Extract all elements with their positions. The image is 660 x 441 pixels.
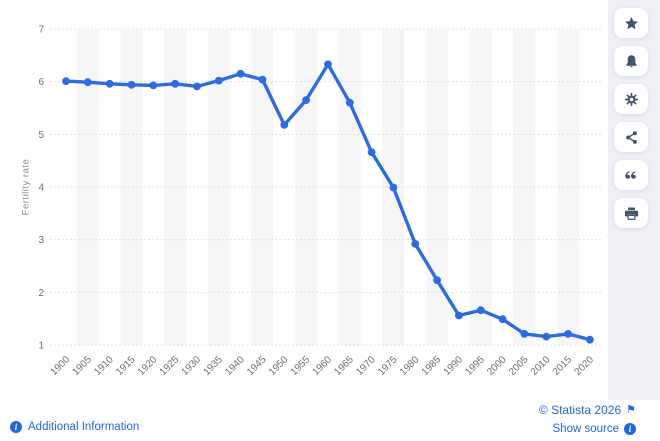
x-tick-label: 1945 <box>245 354 269 378</box>
y-tick-label: 1 <box>38 341 44 352</box>
statista-copyright-link[interactable]: © Statista 2026 ⚑ <box>539 402 636 418</box>
data-point <box>127 80 136 89</box>
x-tick-label: 1985 <box>420 354 444 378</box>
y-tick-label: 7 <box>38 25 44 36</box>
x-tick-label: 1930 <box>180 354 204 378</box>
data-point <box>389 183 398 192</box>
data-point <box>171 79 180 88</box>
y-tick-label: 6 <box>38 77 44 88</box>
cite-button[interactable] <box>614 160 648 190</box>
x-tick-label: 1925 <box>158 354 182 378</box>
data-point <box>411 240 420 248</box>
data-point <box>498 315 507 324</box>
data-point <box>149 81 158 90</box>
x-tick-label: 1900 <box>49 354 73 378</box>
y-tick-label: 3 <box>38 235 44 246</box>
data-point <box>280 121 289 129</box>
data-point <box>586 335 594 344</box>
x-tick-label: 2020 <box>573 354 597 378</box>
gear-icon <box>624 92 639 107</box>
data-point <box>564 330 572 338</box>
data-point <box>433 276 441 285</box>
x-tick-label: 1920 <box>136 354 160 378</box>
x-tick-label: 2005 <box>507 354 531 378</box>
data-point <box>455 311 463 320</box>
y-tick-label: 5 <box>38 130 44 141</box>
flag-icon: ⚑ <box>626 403 636 416</box>
additional-information-link[interactable]: i Additional Information <box>10 421 139 433</box>
y-tick-label: 4 <box>38 183 44 194</box>
x-tick-label: 1940 <box>223 354 247 378</box>
background-stripe <box>513 30 536 345</box>
data-point <box>83 78 92 87</box>
y-tick-label: 2 <box>38 288 44 299</box>
show-source-link[interactable]: Show source i <box>539 421 636 437</box>
settings-button[interactable] <box>614 84 648 114</box>
data-point <box>345 98 354 107</box>
info-icon: i <box>10 421 22 433</box>
x-tick-label: 1975 <box>376 354 400 378</box>
footer-right: © Statista 2026 ⚑ Show source i <box>539 402 636 440</box>
star-icon <box>624 16 639 31</box>
share-icon <box>624 130 639 145</box>
data-point <box>214 76 223 85</box>
x-tick-label: 1910 <box>92 354 116 378</box>
background-stripe <box>164 30 186 345</box>
x-tick-label: 1970 <box>354 354 378 378</box>
data-point <box>476 306 485 315</box>
x-tick-label: 2010 <box>529 354 553 378</box>
background-stripe <box>251 30 274 345</box>
data-point <box>62 77 70 85</box>
share-button[interactable] <box>614 122 648 152</box>
action-toolbar <box>608 0 660 400</box>
data-point <box>302 96 310 104</box>
additional-information-label: Additional Information <box>28 421 140 433</box>
data-point <box>236 69 245 78</box>
x-tick-label: 1990 <box>442 354 466 378</box>
x-tick-label: 1905 <box>70 354 94 378</box>
bell-icon <box>624 54 639 69</box>
data-point <box>193 82 201 91</box>
chart-area: Fertility rate 1 2 3 4 5 6 7 1900 1905 1910 1915 19… <box>21 25 601 378</box>
copyright-label: © Statista 2026 <box>538 403 622 417</box>
background-stripe <box>426 30 448 345</box>
data-point <box>520 330 529 338</box>
data-point <box>105 79 114 88</box>
print-button[interactable] <box>614 198 648 228</box>
x-tick-label: 1935 <box>201 354 225 378</box>
x-tick-label: 2015 <box>551 354 575 378</box>
background-stripe <box>120 30 143 345</box>
x-tick-label: 2000 <box>485 354 509 378</box>
x-tick-label: 1995 <box>463 354 487 378</box>
series-line <box>64 62 592 342</box>
data-point <box>324 60 332 69</box>
printer-icon <box>624 206 639 221</box>
data-point <box>542 332 551 341</box>
data-point <box>367 148 376 157</box>
x-tick-label: 1950 <box>267 354 291 378</box>
data-point <box>258 75 267 84</box>
show-source-label: Show source <box>552 423 619 435</box>
x-tick-label: 1955 <box>289 354 313 378</box>
x-tick-label: 1960 <box>311 354 335 378</box>
favorite-button[interactable] <box>614 8 648 38</box>
info-icon: i <box>624 423 636 435</box>
fertility-line-chart: 1234567190019051910191519201925193019351… <box>38 25 601 378</box>
x-tick-label: 1915 <box>114 354 138 378</box>
x-tick-label: 1980 <box>398 354 422 378</box>
quote-icon <box>624 168 639 183</box>
x-tick-label: 1965 <box>332 354 356 378</box>
notifications-button[interactable] <box>614 46 648 76</box>
